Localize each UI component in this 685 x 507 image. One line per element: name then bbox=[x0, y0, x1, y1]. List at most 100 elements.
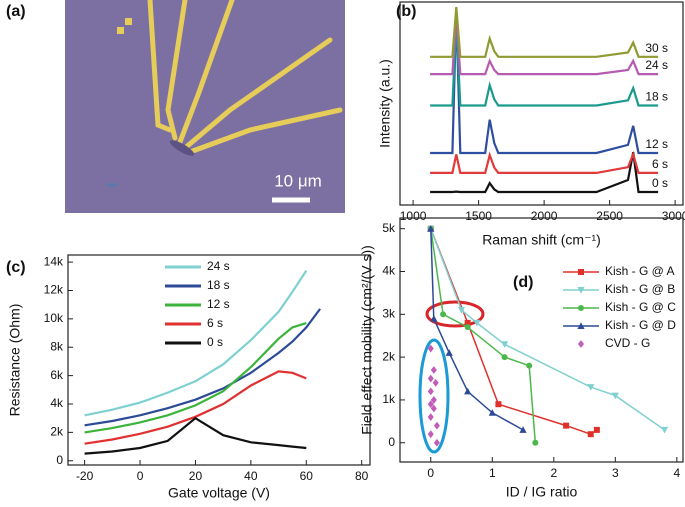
panel-label: (a) bbox=[6, 3, 26, 20]
plot-frame bbox=[399, 1, 684, 206]
series-line bbox=[430, 20, 659, 107]
y-tick-label: 3k bbox=[382, 306, 396, 320]
series-line bbox=[84, 308, 321, 427]
x-tick-label: -20 bbox=[76, 469, 94, 483]
panel-label: (d) bbox=[513, 274, 533, 291]
highlight-ellipse bbox=[418, 338, 450, 454]
series-label: 18 s bbox=[645, 90, 668, 104]
legend-label: 18 s bbox=[207, 278, 230, 292]
series-line bbox=[430, 7, 659, 58]
y-tick-label: 4k bbox=[50, 396, 64, 410]
marker-pad bbox=[117, 27, 124, 34]
y-tick-label: 6k bbox=[50, 368, 64, 382]
data-point bbox=[427, 225, 435, 232]
data-point bbox=[445, 349, 453, 356]
data-point bbox=[430, 396, 437, 404]
data-point bbox=[433, 438, 440, 447]
x-tick-label: 80 bbox=[355, 469, 369, 483]
panel-label: (b) bbox=[396, 3, 416, 20]
legend-marker bbox=[577, 287, 585, 294]
legend-marker bbox=[578, 340, 584, 348]
legend-label: Kish - G @ D bbox=[605, 318, 676, 332]
legend-label: 6 s bbox=[207, 316, 223, 330]
x-tick-label: 3000 bbox=[662, 209, 685, 223]
data-point bbox=[427, 400, 434, 409]
data-point bbox=[430, 314, 438, 322]
y-tick-label: 14k bbox=[44, 254, 64, 268]
x-tick-label: 1 bbox=[489, 466, 496, 480]
legend-label: Kish - G @ A bbox=[605, 264, 675, 278]
y-tick-label: 0 bbox=[388, 435, 395, 449]
x-tick-label: 3 bbox=[612, 466, 619, 480]
data-point bbox=[532, 439, 539, 446]
data-point bbox=[473, 319, 481, 327]
highlight-ellipse bbox=[425, 300, 485, 328]
series-line bbox=[430, 228, 537, 443]
y-tick-label: 2k bbox=[382, 349, 396, 363]
data-point bbox=[526, 362, 533, 369]
data-point bbox=[432, 378, 439, 387]
y-tick-label: 4k bbox=[382, 264, 396, 278]
x-tick-label: 0 bbox=[427, 466, 434, 480]
data-point bbox=[587, 384, 595, 391]
y-tick-label: 8k bbox=[50, 339, 64, 353]
chart: (c) -20 0 20 40 60 80 0 2k 4k 6k 8k 10k 12k 14k Gate vo… bbox=[6, 254, 371, 501]
flake bbox=[169, 140, 195, 156]
data-point bbox=[464, 387, 472, 395]
y-tick-label: 12k bbox=[44, 283, 64, 297]
data-point bbox=[427, 387, 434, 396]
series-line bbox=[430, 150, 659, 174]
x-tick-label: 1000 bbox=[400, 209, 427, 223]
data-point bbox=[500, 341, 509, 348]
data-point bbox=[430, 404, 437, 413]
scale-bar-label: 10 μm bbox=[274, 171, 322, 190]
chart: (d) 0 1 2 3 4 0 1k 2k 3k 4k 5k ID / IG ratio Field ef… bbox=[359, 217, 684, 500]
micrograph: 10 μm bbox=[65, 0, 345, 213]
data-point bbox=[501, 354, 508, 361]
data-point bbox=[593, 426, 600, 433]
plot-frame bbox=[399, 217, 684, 463]
x-tick-label: 2 bbox=[550, 466, 557, 480]
series-line bbox=[430, 10, 659, 155]
x-axis-label: Gate voltage (V) bbox=[168, 485, 270, 501]
legend-label: 12 s bbox=[207, 297, 230, 311]
y-tick-label: 0 bbox=[56, 453, 63, 467]
marker-pad bbox=[125, 18, 132, 25]
y-tick-label: 10k bbox=[44, 311, 64, 325]
data-point bbox=[464, 319, 471, 326]
series-line bbox=[84, 416, 307, 455]
y-axis-label: Intensity (a.u.) bbox=[377, 59, 393, 148]
series-label: 0 s bbox=[652, 176, 668, 190]
data-point bbox=[440, 311, 447, 318]
legend-label: 0 s bbox=[207, 335, 223, 349]
data-point bbox=[587, 431, 594, 438]
y-tick-label: 1k bbox=[382, 392, 396, 406]
data-point bbox=[660, 426, 669, 434]
series-line bbox=[430, 14, 659, 76]
data-point bbox=[563, 422, 570, 429]
data-point bbox=[488, 409, 496, 416]
data-point bbox=[457, 307, 466, 314]
series-label: 24 s bbox=[645, 58, 668, 72]
series-label: 30 s bbox=[645, 41, 668, 55]
data-point bbox=[427, 430, 434, 439]
legend-label: Kish - G @ C bbox=[605, 300, 676, 314]
x-tick-label: 4 bbox=[674, 466, 681, 480]
x-tick-label: 0 bbox=[137, 469, 144, 483]
data-point bbox=[427, 413, 434, 421]
x-tick-label: 2000 bbox=[531, 209, 558, 223]
legend-marker bbox=[578, 305, 584, 311]
legend-label: CVD - G bbox=[605, 336, 650, 350]
y-axis-label: Field effect mobility (cm²/(V s)) bbox=[359, 245, 375, 435]
series-line bbox=[84, 322, 307, 434]
flake bbox=[107, 183, 117, 187]
panel-label: (c) bbox=[6, 259, 26, 276]
legend-label: Kish - G @ B bbox=[605, 282, 675, 296]
x-axis-label: Raman shift (cm⁻¹) bbox=[482, 232, 601, 248]
x-tick-label: 40 bbox=[244, 469, 258, 483]
legend-label: 24 s bbox=[207, 259, 230, 273]
y-tick-label: 5k bbox=[382, 221, 396, 235]
chart: (b) 1000 1500 2000 2500 3000 Raman shift (cm⁻¹… bbox=[377, 1, 685, 248]
